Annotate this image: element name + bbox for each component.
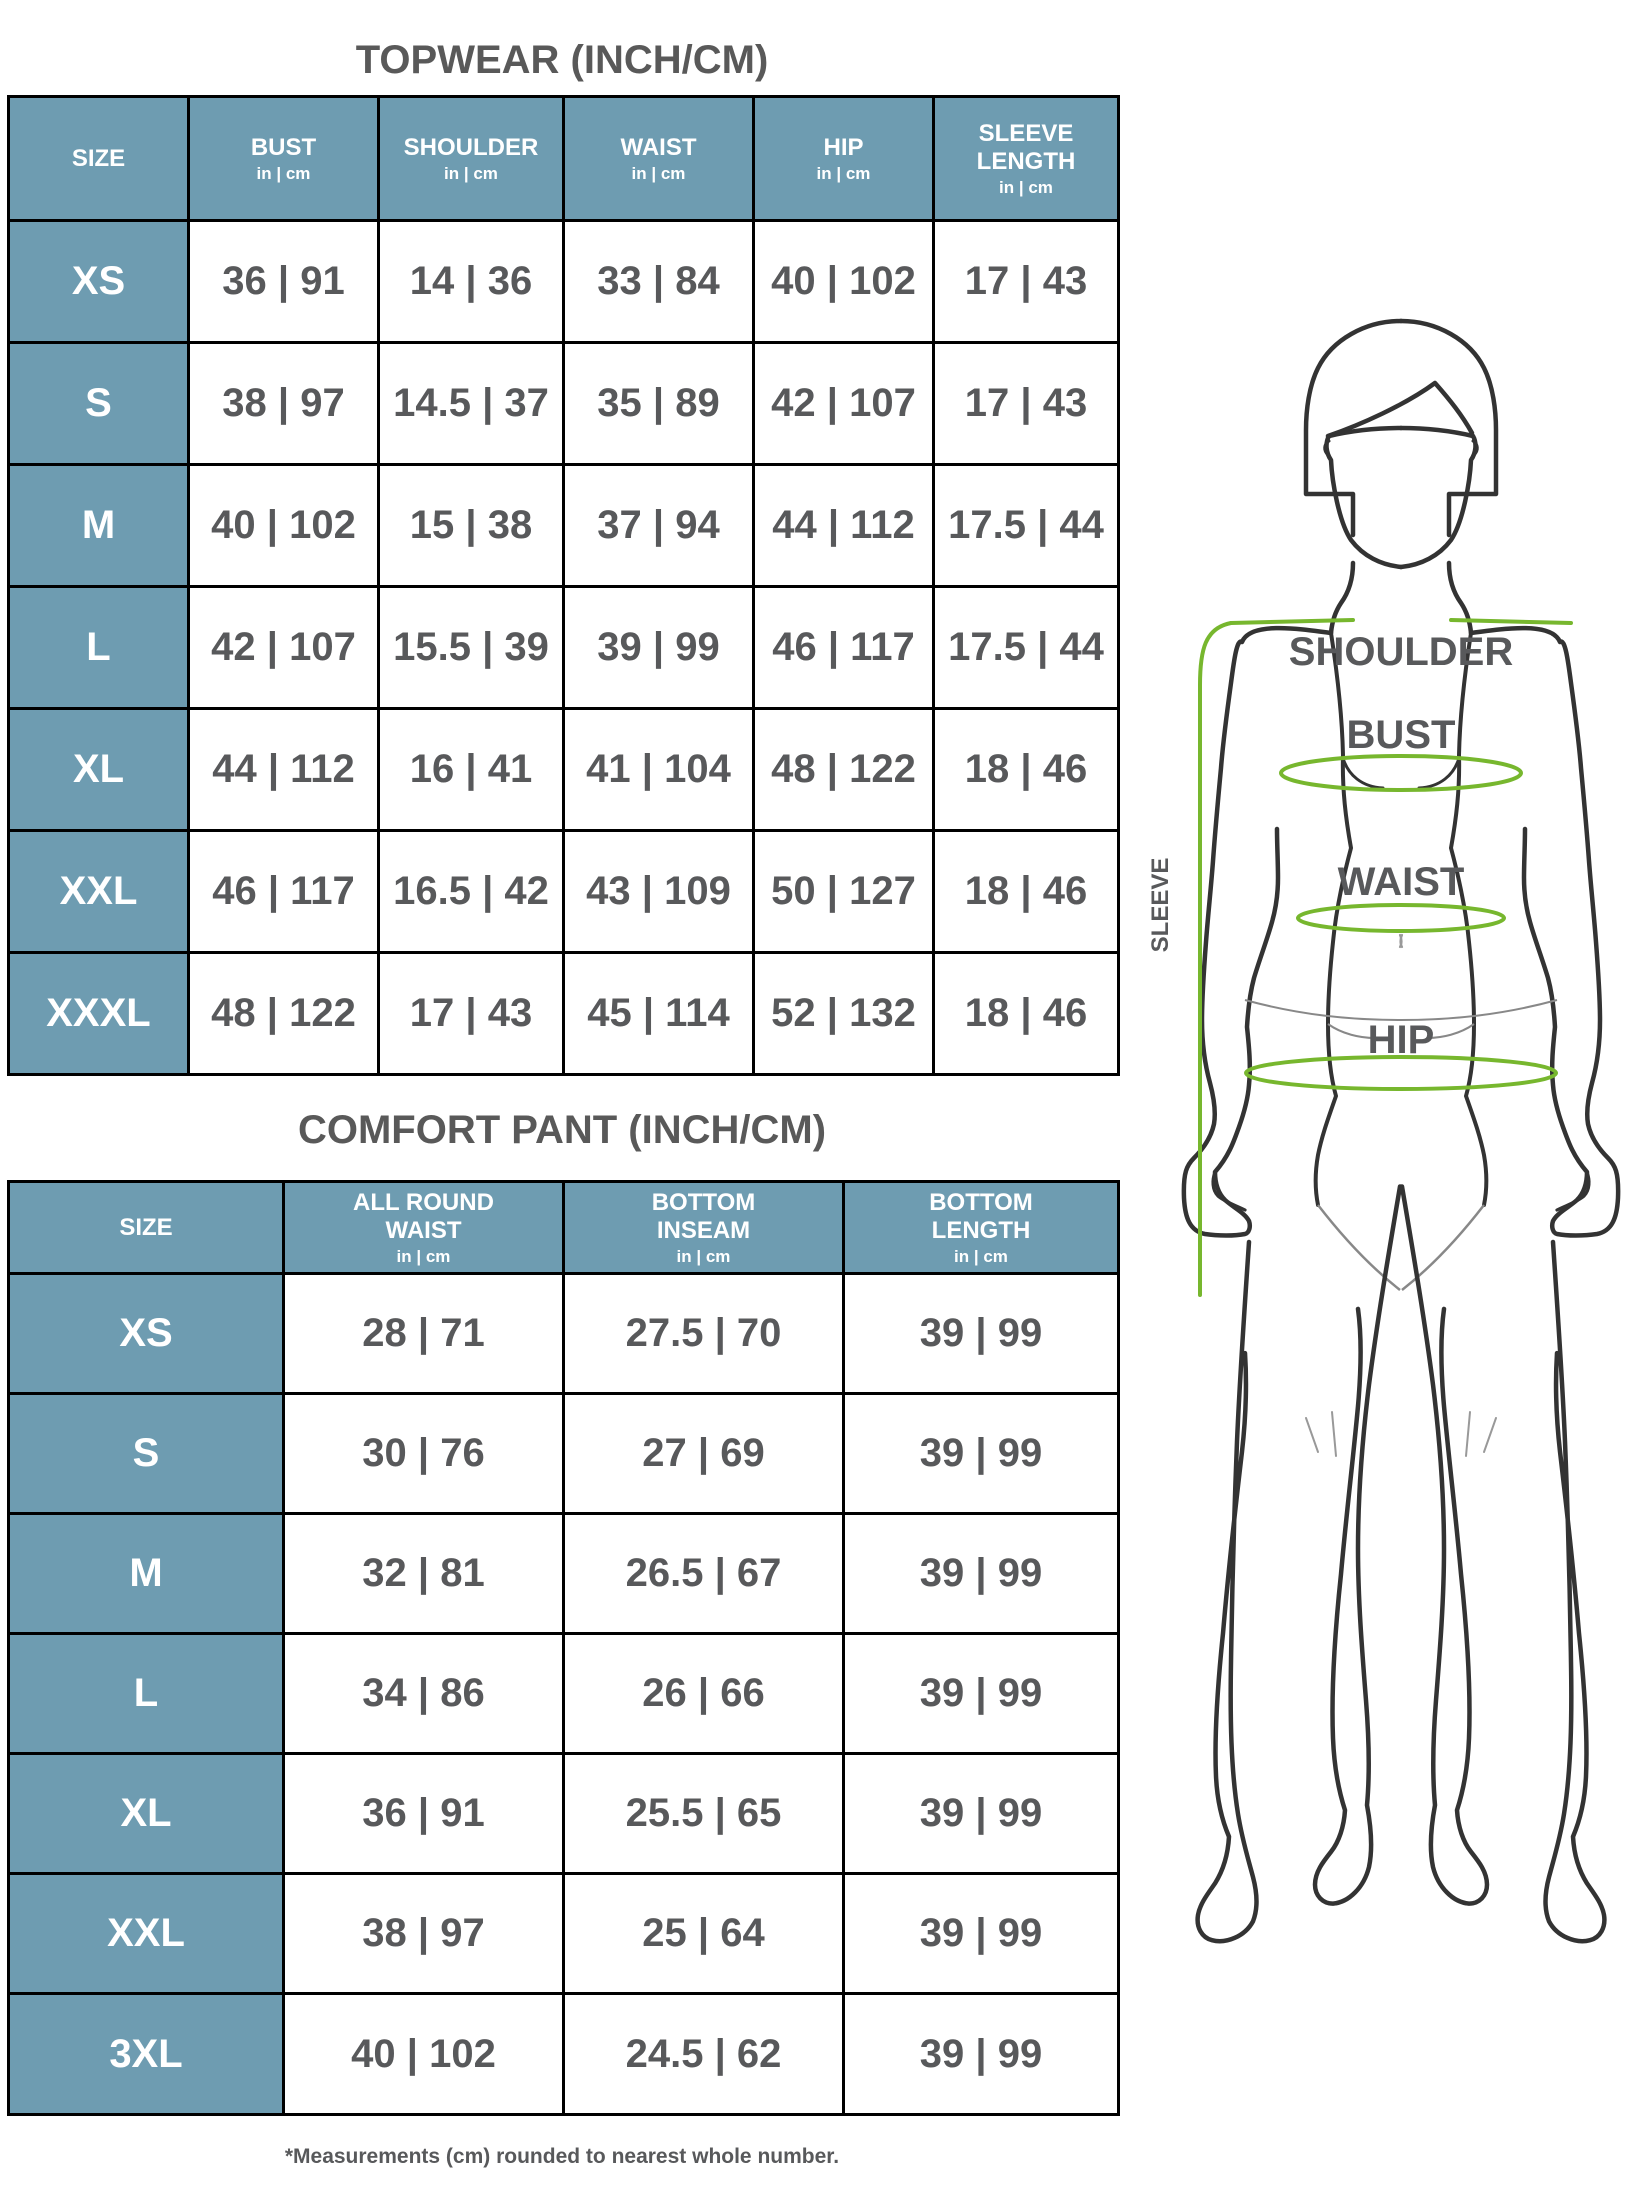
svg-text:SHOULDER: SHOULDER <box>1289 630 1514 674</box>
svg-text:WAIST: WAIST <box>1338 860 1465 904</box>
svg-text:SLEEVE: SLEEVE <box>1150 858 1174 953</box>
svg-text:BUST: BUST <box>1347 713 1456 757</box>
svg-text:HIP: HIP <box>1368 1018 1435 1062</box>
